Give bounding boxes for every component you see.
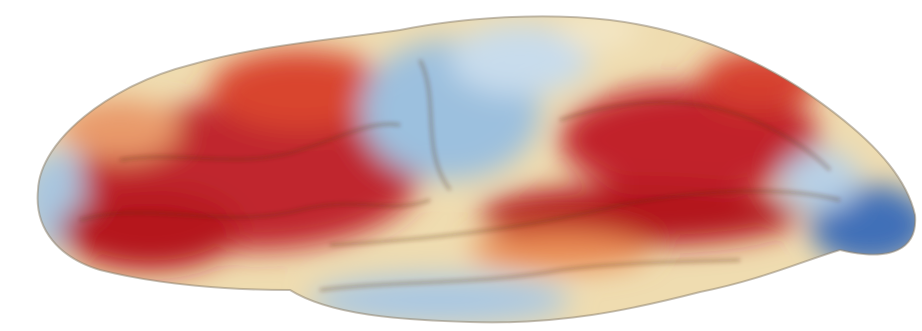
sulcus [329, 189, 841, 247]
region-light-blue [780, 150, 860, 210]
region-orange [470, 230, 650, 270]
region-light-blue [310, 275, 570, 323]
region-red [60, 190, 240, 270]
sulcus [418, 59, 452, 191]
region-red [700, 50, 820, 110]
sulci [79, 59, 841, 292]
region-orange [60, 100, 180, 160]
sulcus [559, 100, 832, 172]
region-light-blue [450, 25, 590, 95]
brain-outline [36, 15, 917, 324]
sulcus [79, 198, 431, 222]
region-red [210, 50, 390, 130]
sulcus [119, 122, 401, 162]
region-red [560, 85, 820, 195]
sulcus [319, 258, 741, 292]
